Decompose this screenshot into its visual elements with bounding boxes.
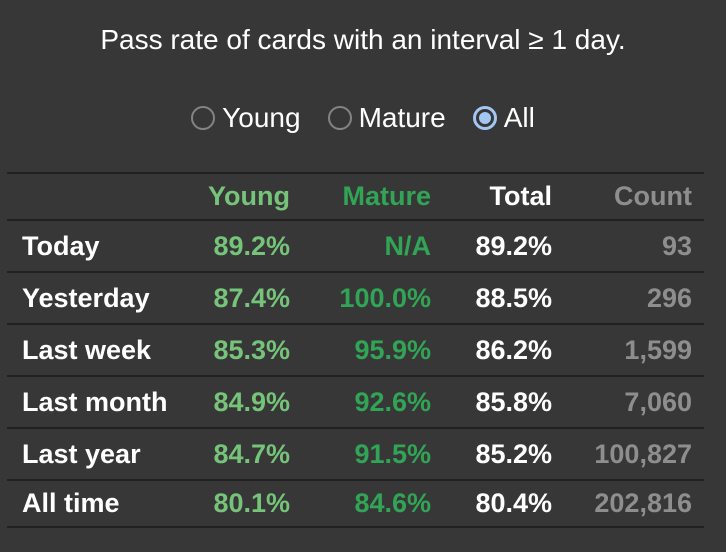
row-label: All time — [22, 488, 120, 518]
header-count: Count — [614, 181, 692, 211]
cell-young: 89.2% — [213, 230, 290, 261]
radio-option-young[interactable]: Young — [191, 101, 301, 134]
row-label: Last month — [22, 386, 168, 417]
cell-total: 85.8% — [475, 386, 552, 417]
table-row-last-week: Last week 85.3% 95.9% 86.2% 1,599 — [7, 324, 704, 376]
cell-total: 86.2% — [475, 334, 552, 365]
header-mature: Mature — [342, 181, 431, 211]
cell-mature: N/A — [384, 230, 432, 261]
cell-count: 93 — [661, 230, 692, 261]
pass-rate-table: Young Mature Total Count Today 89.2% N/A… — [7, 172, 704, 528]
radio-unselected-icon[interactable] — [327, 105, 352, 130]
cell-count: 100,827 — [594, 438, 692, 469]
cell-mature: 100.0% — [339, 282, 431, 313]
cell-mature: 84.6% — [354, 488, 431, 518]
radio-option-mature[interactable]: Mature — [327, 101, 446, 134]
cell-total: 88.5% — [475, 282, 552, 313]
table-row-last-month: Last month 84.9% 92.6% 85.8% 7,060 — [7, 376, 704, 428]
header-young: Young — [208, 181, 290, 211]
cell-total: 85.2% — [475, 438, 552, 469]
radio-mature-label: Mature — [358, 101, 446, 133]
page-title: Pass rate of cards with an interval ≥ 1 … — [100, 24, 626, 55]
cell-mature: 91.5% — [354, 438, 431, 469]
cell-count: 202,816 — [594, 488, 692, 518]
table-row-today: Today 89.2% N/A 89.2% 93 — [7, 220, 704, 272]
cell-young: 85.3% — [213, 334, 290, 365]
cell-count: 7,060 — [624, 386, 692, 417]
cell-total: 89.2% — [475, 230, 552, 261]
table-header-row: Young Mature Total Count — [7, 173, 704, 220]
radio-option-all[interactable]: All — [472, 101, 535, 134]
cell-young: 84.7% — [213, 438, 290, 469]
retention-filter-group: Young Mature All — [0, 101, 726, 134]
cell-mature: 92.6% — [354, 386, 431, 417]
row-label: Last week — [22, 334, 152, 365]
header-total: Total — [489, 181, 553, 211]
table-row-all-time: All time 80.1% 84.6% 80.4% 202,816 — [7, 480, 704, 527]
header-empty — [7, 173, 167, 220]
radio-young-label: Young — [222, 101, 301, 133]
radio-all-label: All — [503, 101, 535, 133]
row-label: Last year — [22, 438, 141, 469]
cell-count: 1,599 — [624, 334, 692, 365]
row-label: Yesterday — [22, 282, 150, 313]
cell-total: 80.4% — [475, 488, 552, 518]
cell-young: 80.1% — [213, 488, 290, 518]
cell-mature: 95.9% — [354, 334, 431, 365]
radio-selected-icon[interactable] — [472, 105, 497, 130]
table-row-last-year: Last year 84.7% 91.5% 85.2% 100,827 — [7, 428, 704, 480]
cell-count: 296 — [646, 282, 692, 313]
cell-young: 84.9% — [213, 386, 290, 417]
cell-young: 87.4% — [213, 282, 290, 313]
radio-unselected-icon[interactable] — [191, 105, 216, 130]
table-row-yesterday: Yesterday 87.4% 100.0% 88.5% 296 — [7, 272, 704, 324]
row-label: Today — [22, 230, 100, 261]
